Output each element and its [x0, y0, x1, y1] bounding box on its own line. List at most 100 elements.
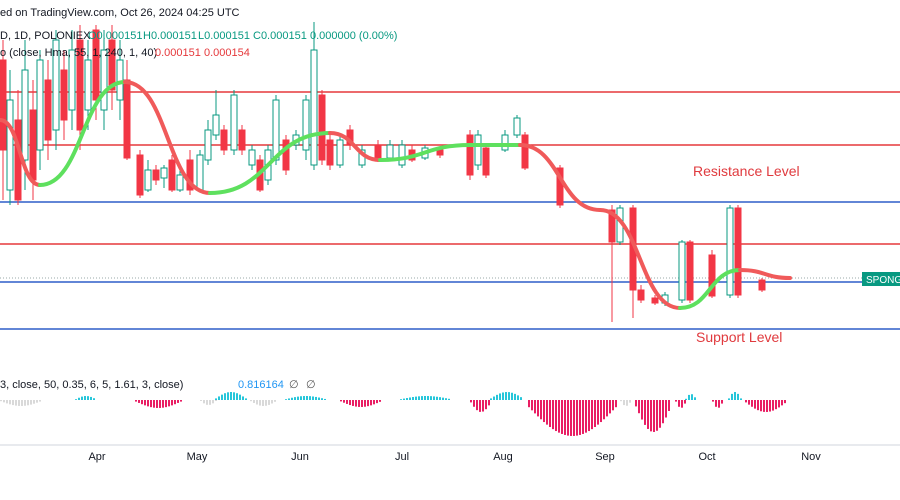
hist-bar: [439, 397, 441, 400]
hist-bar: [321, 398, 323, 400]
hist-bar: [265, 400, 267, 406]
hist-bar: [775, 400, 777, 410]
candle-body: [176, 174, 184, 191]
candle-body: [230, 94, 238, 151]
ohlc-change: 0.000000 (0.00%): [310, 30, 397, 42]
hist-bar: [224, 393, 226, 400]
hist-bar: [340, 400, 342, 402]
hist-bar: [156, 400, 158, 408]
hist-bar: [476, 400, 478, 411]
hist-bar: [364, 400, 366, 407]
hist-bar: [239, 394, 241, 400]
levels: [0, 91, 900, 330]
hist-bar: [448, 398, 450, 400]
hist-bar: [585, 400, 587, 433]
hist-bar: [615, 400, 617, 408]
hist-bar: [626, 400, 628, 406]
hist-bar: [543, 400, 545, 423]
hist-bar: [564, 400, 566, 435]
hist-bar: [165, 400, 167, 408]
hist-bar: [502, 392, 504, 400]
hma-segment: [518, 143, 602, 212]
hist-bar: [36, 400, 38, 403]
candle-body: [21, 69, 29, 161]
hist-bar: [485, 400, 487, 410]
hist-bar: [606, 400, 608, 417]
hist-bar: [570, 400, 572, 436]
hist-bar: [215, 398, 217, 400]
hma-segment: [378, 143, 472, 162]
ohlc-low: L0.000151: [198, 30, 250, 42]
source: ed on TradingView.com, Oct 26, 2024 04:2…: [0, 7, 240, 19]
hist-bar: [546, 400, 548, 425]
candle-body: [84, 59, 92, 111]
x-tick-label: Jul: [395, 451, 409, 463]
candle-body: [204, 129, 212, 161]
candle-body: [282, 139, 290, 171]
hist-bar: [259, 400, 261, 406]
hist-bar: [415, 396, 417, 400]
hist-bar: [271, 400, 273, 404]
hma-segment: [738, 268, 792, 280]
hist-bar: [180, 400, 182, 402]
hist-bar: [600, 400, 602, 423]
candle-body: [160, 167, 168, 179]
hist-bar: [376, 400, 378, 404]
hist-bar: [482, 400, 484, 412]
candle-body: [0, 59, 7, 151]
hist-bar: [588, 400, 590, 432]
oscillator-symbol: ∅: [289, 379, 299, 391]
hist-bar: [573, 400, 575, 436]
x-tick-label: Nov: [801, 451, 821, 463]
hist-bar: [312, 396, 314, 400]
candle-body: [92, 29, 100, 101]
x-tick-label: Jun: [291, 451, 309, 463]
hist-bar: [781, 400, 783, 406]
candle-body: [637, 289, 645, 301]
hist-bar: [688, 394, 690, 400]
hist-bar: [427, 396, 429, 400]
candle-body: [521, 134, 529, 169]
hist-bar: [245, 398, 247, 400]
hist-bar: [644, 400, 646, 425]
hist-bar: [274, 400, 276, 402]
hist-bar: [436, 396, 438, 400]
candle-body: [212, 114, 220, 136]
hist-bar: [638, 400, 640, 414]
candle-body: [52, 39, 60, 131]
hist-bar: [400, 399, 402, 400]
hist-bar: [473, 400, 475, 407]
hist-bar: [561, 400, 563, 434]
hist-bar: [144, 400, 146, 406]
hist-bar: [90, 396, 92, 400]
hist-bar: [772, 400, 774, 411]
hist-bar: [358, 400, 360, 407]
hist-bar: [33, 400, 35, 404]
hist-bar: [737, 393, 739, 400]
candle-body: [144, 169, 152, 191]
hist-bar: [597, 400, 599, 425]
hist-bar: [346, 400, 348, 404]
hma-segment: [38, 80, 127, 187]
hist-bar: [531, 400, 533, 411]
candle-body: [14, 119, 22, 201]
hist-bar: [0, 400, 2, 402]
hist-bar: [209, 400, 211, 405]
hist-bar: [81, 396, 83, 400]
hist-bar: [230, 392, 232, 400]
x-tick-label: Apr: [88, 451, 105, 463]
hist-bar: [488, 400, 490, 406]
hist-bar: [445, 398, 447, 400]
hist-bar: [141, 400, 143, 405]
hist-bar: [675, 400, 677, 402]
hist-bar: [508, 392, 510, 400]
hma-segment: [208, 131, 332, 195]
hist-bar: [218, 396, 220, 400]
hist-bar: [262, 400, 264, 406]
hist-bar: [517, 395, 519, 400]
candle-body: [734, 207, 742, 296]
indicator: o (close, Hma, 55, 1, 240, 1, 40): [0, 47, 157, 59]
hist-bar: [757, 400, 759, 411]
hist-bar: [147, 400, 149, 407]
